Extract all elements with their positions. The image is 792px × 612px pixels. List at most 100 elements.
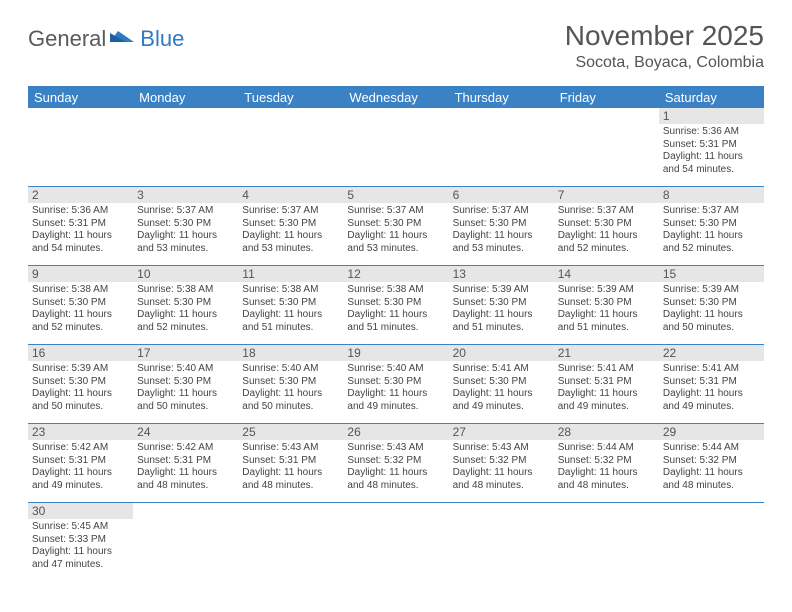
- sunset-line: Sunset: 5:31 PM: [558, 376, 655, 389]
- daylight-line: Daylight: 11 hours and 48 minutes.: [453, 467, 550, 492]
- sunrise-line: Sunrise: 5:41 AM: [663, 363, 760, 376]
- daylight-line: Daylight: 11 hours and 48 minutes.: [347, 467, 444, 492]
- calendar-cell: 12Sunrise: 5:38 AMSunset: 5:30 PMDayligh…: [343, 266, 448, 344]
- day-header-sun: Sunday: [28, 90, 133, 105]
- day-number: 6: [449, 187, 554, 203]
- calendar-cell: 21Sunrise: 5:41 AMSunset: 5:31 PMDayligh…: [554, 345, 659, 423]
- day-number: 26: [343, 424, 448, 440]
- day-number: 30: [28, 503, 133, 519]
- sunrise-line: Sunrise: 5:38 AM: [242, 284, 339, 297]
- calendar-row: 9Sunrise: 5:38 AMSunset: 5:30 PMDaylight…: [28, 266, 764, 345]
- sunrise-line: Sunrise: 5:37 AM: [242, 205, 339, 218]
- sunrise-line: Sunrise: 5:37 AM: [453, 205, 550, 218]
- day-number: 17: [133, 345, 238, 361]
- daylight-line: Daylight: 11 hours and 49 minutes.: [558, 388, 655, 413]
- sunset-line: Sunset: 5:31 PM: [663, 139, 760, 152]
- day-header-fri: Friday: [554, 90, 659, 105]
- calendar-cell: 16Sunrise: 5:39 AMSunset: 5:30 PMDayligh…: [28, 345, 133, 423]
- daylight-line: Daylight: 11 hours and 50 minutes.: [137, 388, 234, 413]
- day-number: 28: [554, 424, 659, 440]
- daylight-line: Daylight: 11 hours and 50 minutes.: [32, 388, 129, 413]
- calendar-row: 1Sunrise: 5:36 AMSunset: 5:31 PMDaylight…: [28, 108, 764, 187]
- daylight-line: Daylight: 11 hours and 48 minutes.: [663, 467, 760, 492]
- sunset-line: Sunset: 5:30 PM: [453, 376, 550, 389]
- day-number: 27: [449, 424, 554, 440]
- daylight-line: Daylight: 11 hours and 48 minutes.: [137, 467, 234, 492]
- sunset-line: Sunset: 5:30 PM: [453, 297, 550, 310]
- day-number: 1: [659, 108, 764, 124]
- header-right: November 2025 Socota, Boyaca, Colombia: [565, 20, 764, 72]
- calendar-cell-empty: [133, 108, 238, 186]
- day-number: 7: [554, 187, 659, 203]
- calendar-cell: 11Sunrise: 5:38 AMSunset: 5:30 PMDayligh…: [238, 266, 343, 344]
- calendar-row: 30Sunrise: 5:45 AMSunset: 5:33 PMDayligh…: [28, 503, 764, 581]
- calendar-day-header: Sunday Monday Tuesday Wednesday Thursday…: [28, 86, 764, 108]
- daylight-line: Daylight: 11 hours and 50 minutes.: [663, 309, 760, 334]
- calendar-cell: 20Sunrise: 5:41 AMSunset: 5:30 PMDayligh…: [449, 345, 554, 423]
- sunrise-line: Sunrise: 5:40 AM: [347, 363, 444, 376]
- daylight-line: Daylight: 11 hours and 54 minutes.: [32, 230, 129, 255]
- sunrise-line: Sunrise: 5:39 AM: [453, 284, 550, 297]
- daylight-line: Daylight: 11 hours and 53 minutes.: [347, 230, 444, 255]
- day-header-tue: Tuesday: [238, 90, 343, 105]
- daylight-line: Daylight: 11 hours and 53 minutes.: [453, 230, 550, 255]
- daylight-line: Daylight: 11 hours and 49 minutes.: [663, 388, 760, 413]
- daylight-line: Daylight: 11 hours and 50 minutes.: [242, 388, 339, 413]
- logo: General Blue: [28, 26, 184, 52]
- sunset-line: Sunset: 5:30 PM: [32, 297, 129, 310]
- sunrise-line: Sunrise: 5:41 AM: [558, 363, 655, 376]
- sunset-line: Sunset: 5:30 PM: [663, 218, 760, 231]
- day-number: 14: [554, 266, 659, 282]
- sunset-line: Sunset: 5:30 PM: [663, 297, 760, 310]
- sunset-line: Sunset: 5:30 PM: [453, 218, 550, 231]
- calendar-cell-empty: [449, 108, 554, 186]
- calendar-cell: 18Sunrise: 5:40 AMSunset: 5:30 PMDayligh…: [238, 345, 343, 423]
- calendar-cell: 25Sunrise: 5:43 AMSunset: 5:31 PMDayligh…: [238, 424, 343, 502]
- calendar-cell: 29Sunrise: 5:44 AMSunset: 5:32 PMDayligh…: [659, 424, 764, 502]
- calendar-cell: 26Sunrise: 5:43 AMSunset: 5:32 PMDayligh…: [343, 424, 448, 502]
- daylight-line: Daylight: 11 hours and 52 minutes.: [663, 230, 760, 255]
- sunrise-line: Sunrise: 5:36 AM: [663, 126, 760, 139]
- calendar: Sunday Monday Tuesday Wednesday Thursday…: [28, 86, 764, 581]
- sunset-line: Sunset: 5:32 PM: [558, 455, 655, 468]
- day-number: 13: [449, 266, 554, 282]
- sunset-line: Sunset: 5:31 PM: [663, 376, 760, 389]
- daylight-line: Daylight: 11 hours and 52 minutes.: [558, 230, 655, 255]
- day-number: 24: [133, 424, 238, 440]
- calendar-cell: 27Sunrise: 5:43 AMSunset: 5:32 PMDayligh…: [449, 424, 554, 502]
- calendar-cell: 9Sunrise: 5:38 AMSunset: 5:30 PMDaylight…: [28, 266, 133, 344]
- sunset-line: Sunset: 5:30 PM: [32, 376, 129, 389]
- calendar-cell-empty: [133, 503, 238, 581]
- sunrise-line: Sunrise: 5:44 AM: [663, 442, 760, 455]
- daylight-line: Daylight: 11 hours and 52 minutes.: [32, 309, 129, 334]
- sunrise-line: Sunrise: 5:37 AM: [663, 205, 760, 218]
- calendar-cell: 8 Sunrise: 5:37 AMSunset: 5:30 PMDaylight…: [659, 187, 764, 265]
- day-header-wed: Wednesday: [343, 90, 448, 105]
- calendar-cell-empty: [449, 503, 554, 581]
- sunset-line: Sunset: 5:30 PM: [137, 297, 234, 310]
- sunrise-line: Sunrise: 5:39 AM: [558, 284, 655, 297]
- sunset-line: Sunset: 5:30 PM: [558, 297, 655, 310]
- sunrise-line: Sunrise: 5:45 AM: [32, 521, 129, 534]
- daylight-line: Daylight: 11 hours and 47 minutes.: [32, 546, 129, 571]
- day-number: 8: [659, 187, 764, 203]
- daylight-line: Daylight: 11 hours and 53 minutes.: [242, 230, 339, 255]
- calendar-row: 2Sunrise: 5:36 AMSunset: 5:31 PMDaylight…: [28, 187, 764, 266]
- month-title: November 2025: [565, 20, 764, 52]
- page-header: General Blue November 2025 Socota, Boyac…: [28, 20, 764, 72]
- day-number: 16: [28, 345, 133, 361]
- sunrise-line: Sunrise: 5:43 AM: [242, 442, 339, 455]
- calendar-body: 1Sunrise: 5:36 AMSunset: 5:31 PMDaylight…: [28, 108, 764, 581]
- sunset-line: Sunset: 5:30 PM: [347, 376, 444, 389]
- calendar-cell: 2Sunrise: 5:36 AMSunset: 5:31 PMDaylight…: [28, 187, 133, 265]
- sunset-line: Sunset: 5:30 PM: [558, 218, 655, 231]
- sunrise-line: Sunrise: 5:38 AM: [347, 284, 444, 297]
- sunset-line: Sunset: 5:31 PM: [32, 218, 129, 231]
- calendar-cell: 3Sunrise: 5:37 AMSunset: 5:30 PMDaylight…: [133, 187, 238, 265]
- calendar-cell-empty: [343, 503, 448, 581]
- flag-icon: [110, 27, 136, 52]
- sunrise-line: Sunrise: 5:43 AM: [347, 442, 444, 455]
- calendar-cell: 1Sunrise: 5:36 AMSunset: 5:31 PMDaylight…: [659, 108, 764, 186]
- day-number: 15: [659, 266, 764, 282]
- sunset-line: Sunset: 5:30 PM: [137, 376, 234, 389]
